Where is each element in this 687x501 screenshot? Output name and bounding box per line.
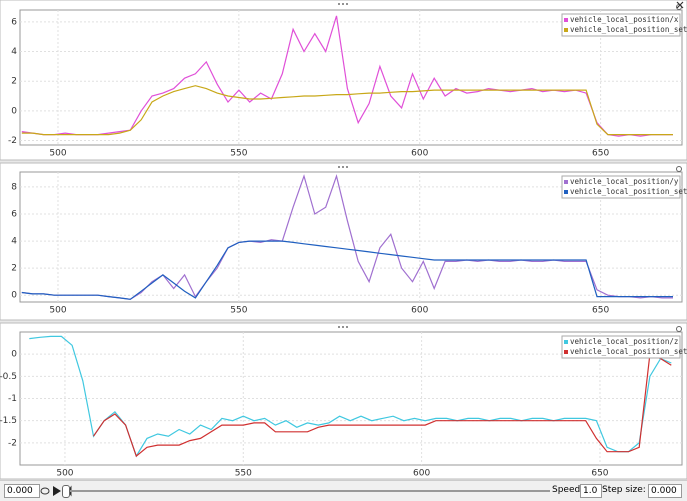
x-tick-label: 550 — [230, 306, 247, 316]
drag-handle — [342, 166, 344, 168]
x-tick-label: 500 — [56, 469, 73, 479]
y-tick-label: -1 — [8, 394, 17, 404]
series-line — [21, 240, 673, 300]
y-tick-label: -2 — [8, 438, 17, 448]
y-tick-label: 0 — [11, 291, 17, 301]
drag-handle — [346, 3, 348, 5]
loop-icon[interactable] — [40, 487, 50, 495]
legend-swatch — [564, 18, 568, 22]
x-tick-label: 650 — [592, 306, 609, 316]
y-tick-label: 4 — [11, 237, 17, 247]
step-field[interactable]: 0.000 — [648, 484, 682, 498]
drag-handle — [342, 326, 344, 328]
legend-label: vehicle_local_position/x — [570, 15, 679, 24]
toolbar: 0.000 Speed: 1.0 Step size: 0.000 — [0, 480, 687, 501]
x-tick-label: 650 — [592, 149, 609, 159]
legend — [561, 175, 681, 199]
y-tick-label: 6 — [11, 17, 17, 27]
speed-field[interactable]: 1.0 — [580, 484, 602, 498]
legend-swatch — [564, 340, 568, 344]
time-field[interactable]: 0.000 — [4, 484, 40, 498]
y-tick-label: 2 — [11, 264, 17, 274]
legend-swatch — [564, 350, 568, 354]
legend-label: vehicle_local_position_setpoint/x — [570, 25, 687, 34]
x-tick-label: 500 — [49, 149, 66, 159]
drag-handle — [346, 326, 348, 328]
x-tick-label: 550 — [230, 149, 247, 159]
slider[interactable] — [70, 490, 550, 492]
drag-handle — [338, 326, 340, 328]
legend-swatch — [564, 28, 568, 32]
legend-label: vehicle_local_position_setpoint/z — [570, 347, 687, 356]
slider-knob[interactable] — [62, 485, 70, 498]
y-tick-label: -1.5 — [0, 416, 17, 426]
x-tick-label: 600 — [413, 469, 430, 479]
series-line — [93, 353, 672, 458]
y-tick-label: 4 — [11, 47, 17, 57]
legend-label: vehicle_local_position/y — [570, 177, 679, 186]
close-icon[interactable] — [676, 1, 684, 9]
x-tick-label: 550 — [235, 469, 252, 479]
legend — [561, 335, 681, 359]
y-tick-label: 6 — [11, 209, 17, 219]
x-tick-label: 600 — [411, 306, 428, 316]
drag-handle — [342, 3, 344, 5]
series-line — [21, 85, 673, 136]
legend-swatch — [564, 190, 568, 194]
drag-handle — [338, 166, 340, 168]
y-tick-label: 0 — [11, 350, 17, 360]
x-tick-label: 600 — [411, 149, 428, 159]
legend — [561, 13, 681, 37]
panel-button[interactable] — [676, 326, 682, 332]
x-tick-label: 500 — [49, 306, 66, 316]
legend-label: vehicle_local_position_setpoint/y — [570, 187, 687, 196]
play-icon[interactable] — [53, 486, 61, 496]
step-label: Step size: — [602, 485, 646, 495]
y-tick-label: 8 — [11, 182, 17, 192]
panel-button[interactable] — [676, 166, 682, 172]
speed-label: Speed: — [552, 485, 584, 495]
legend-swatch — [564, 180, 568, 184]
drag-handle — [346, 166, 348, 168]
y-tick-label: 0 — [11, 106, 17, 116]
y-tick-label: -0.5 — [0, 372, 17, 382]
x-tick-label: 650 — [591, 469, 608, 479]
drag-handle — [338, 3, 340, 5]
legend-label: vehicle_local_position/z — [570, 337, 678, 346]
y-tick-label: 2 — [11, 77, 17, 87]
y-tick-label: -2 — [8, 136, 17, 146]
